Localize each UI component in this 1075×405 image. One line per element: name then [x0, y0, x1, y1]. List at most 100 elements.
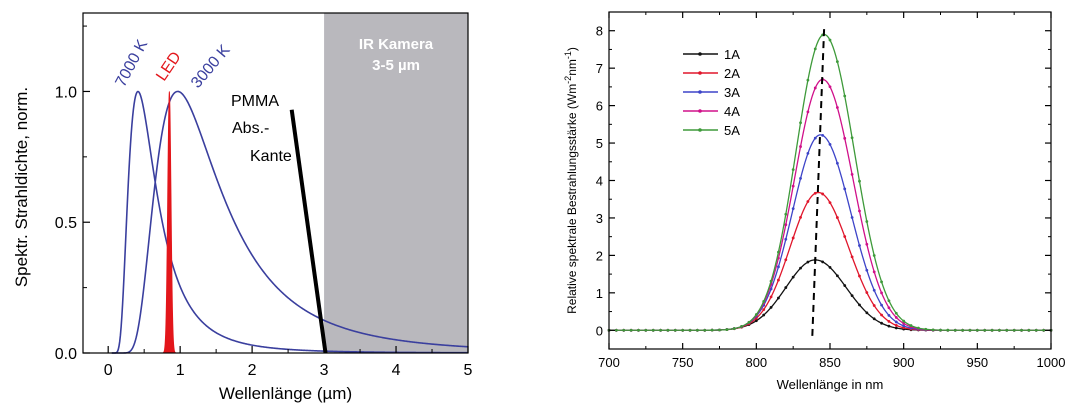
y-tick-label: 0.5 [55, 215, 77, 232]
data-point [799, 121, 802, 125]
x-tick-label: 750 [672, 355, 694, 370]
x-tick-label: 950 [966, 355, 988, 370]
right-axis-ticks: 700 750 800 850 900 950 1000 0 1 2 3 4 5 6 7 8 [596, 12, 1066, 370]
data-point [784, 212, 788, 216]
data-point [784, 237, 788, 241]
data-point [777, 278, 780, 282]
data-point [902, 319, 906, 323]
data-point [858, 303, 861, 307]
series-line-4a [609, 78, 1051, 331]
data-point [880, 280, 883, 284]
x-tick-label: 800 [745, 355, 767, 370]
data-point [673, 328, 677, 332]
data-point [858, 274, 861, 278]
data-point [806, 200, 810, 203]
left-plot-frame [82, 12, 469, 354]
data-point [710, 328, 714, 332]
data-point [843, 284, 847, 287]
data-point [872, 304, 876, 307]
data-point [725, 328, 729, 331]
data-point [1020, 328, 1023, 332]
data-point [894, 311, 898, 315]
legend-label: 2A [724, 66, 740, 81]
data-point [732, 327, 736, 330]
x-tick-label: 700 [598, 355, 620, 370]
data-point [872, 270, 876, 274]
data-point [806, 152, 810, 155]
data-point [843, 136, 847, 140]
data-point [865, 220, 869, 223]
data-point [688, 328, 692, 332]
data-point [659, 328, 662, 332]
data-point [975, 328, 979, 332]
ir-band-range-label: 3-5 µm [372, 57, 420, 74]
data-point [835, 106, 839, 109]
data-point [614, 328, 618, 332]
data-point [968, 328, 972, 332]
data-point [754, 319, 758, 323]
data-point [791, 236, 795, 240]
ir-band-label: IR Kamera [359, 36, 434, 53]
x-tick-label: 1 [176, 362, 185, 379]
data-point [1012, 328, 1016, 332]
data-point [858, 179, 861, 183]
data-point [909, 324, 913, 327]
data-point [887, 313, 891, 317]
data-point [858, 244, 861, 247]
data-point [850, 294, 854, 298]
left-chart: IR Kamera 3-5 µm PMMA Abs.- Kante 7000 K… [12, 12, 473, 403]
data-point [777, 296, 780, 300]
data-point [1005, 328, 1009, 332]
y-tick-label: 4 [596, 174, 603, 189]
ir-camera-band [324, 13, 468, 353]
x-tick-label: 0 [104, 362, 113, 379]
data-point [769, 306, 773, 309]
peak-dashed-line [811, 28, 826, 336]
data-point [880, 291, 883, 295]
data-point [828, 143, 832, 146]
y-tick-label: 1 [596, 286, 603, 301]
led-spectrum [162, 91, 178, 354]
right-plot-frame [608, 11, 1052, 350]
y-tick-label: 3 [596, 211, 603, 226]
data-point [799, 216, 802, 219]
data-point [902, 324, 906, 328]
data-point [865, 242, 869, 246]
legend-marker [698, 90, 702, 94]
y-tick-label: 1.0 [55, 84, 77, 101]
data-point [696, 328, 699, 332]
data-point [806, 110, 810, 114]
y-label-text: nm [565, 59, 579, 76]
legend-marker [698, 52, 702, 56]
pmma-label: Abs.- [232, 120, 269, 137]
data-point [799, 177, 802, 180]
data-point [850, 216, 854, 219]
data-point [850, 255, 854, 259]
data-point [902, 322, 906, 325]
data-point [784, 223, 788, 227]
data-point [637, 328, 640, 332]
data-point [791, 184, 795, 188]
x-tick-label: 850 [819, 355, 841, 370]
data-point [1042, 328, 1046, 332]
y-tick-label: 6 [596, 99, 603, 114]
data-point [894, 326, 898, 330]
data-point [990, 328, 994, 332]
right-curves [607, 33, 1053, 332]
series-label-7000k: 7000 K [113, 37, 152, 90]
data-point [769, 295, 773, 299]
data-point [887, 306, 891, 310]
data-point [784, 286, 788, 289]
x-tick-label: 1000 [1037, 355, 1066, 370]
data-point [828, 85, 832, 89]
data-point [813, 86, 817, 90]
y-label-text: ) [565, 47, 579, 51]
data-point [835, 216, 839, 219]
data-point [865, 311, 869, 315]
data-point [880, 303, 883, 307]
legend-label: 5A [724, 123, 740, 138]
data-point [872, 288, 876, 292]
y-label-superscript: -1 [563, 51, 573, 59]
data-point [872, 317, 876, 321]
data-point [762, 300, 766, 303]
